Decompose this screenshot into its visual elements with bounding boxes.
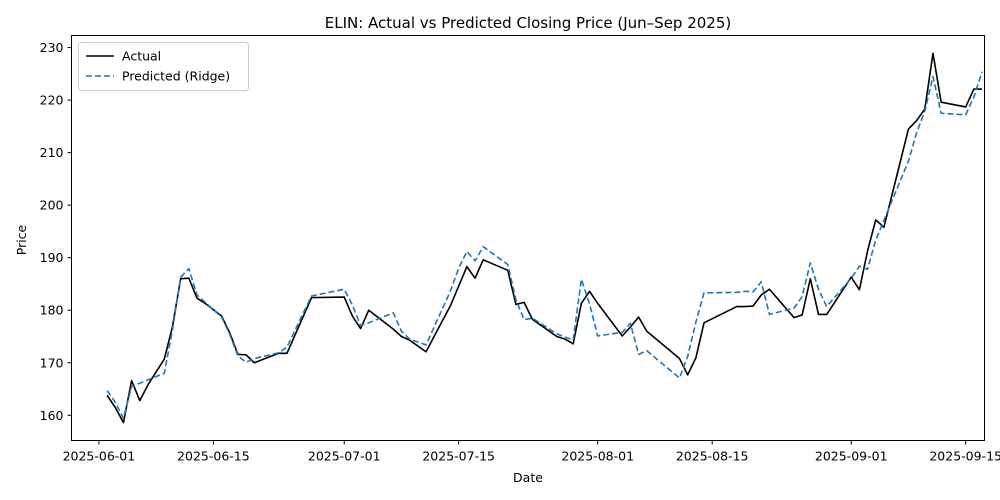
y-axis-label: Price (14, 224, 29, 255)
x-axis: 2025-06-01 2025-06-15 2025-07-01 2025-07-15… (63, 440, 1000, 464)
series-line-predicted (106, 71, 983, 420)
x-tick-label: 2025-07-15 (422, 449, 495, 464)
y-tick-label: 190 (40, 250, 64, 265)
legend-box (78, 42, 249, 91)
x-tick-label: 2025-08-15 (676, 449, 749, 464)
legend-label-predicted: Predicted (Ridge) (122, 69, 230, 84)
legend-label-actual: Actual (122, 49, 161, 64)
x-tick-label: 2025-09-15 (929, 449, 1000, 464)
chart-title: ELIN: Actual vs Predicted Closing Price … (325, 14, 732, 32)
x-tick-label: 2025-06-01 (63, 449, 136, 464)
x-tick-label: 2025-08-01 (561, 449, 634, 464)
y-tick-label: 220 (40, 93, 64, 108)
x-axis-label: Date (513, 470, 543, 485)
axes-frame (71, 35, 985, 441)
y-tick-label: 230 (40, 40, 64, 55)
y-tick-label: 200 (40, 198, 64, 213)
y-tick-label: 170 (40, 355, 64, 370)
x-tick-label: 2025-09-01 (815, 449, 888, 464)
x-tick-label: 2025-06-15 (177, 449, 250, 464)
x-tick-label: 2025-07-01 (308, 449, 381, 464)
y-axis: 160 170 180 190 200 210 220 230 (40, 40, 72, 423)
legend: Actual Predicted (Ridge) (78, 42, 249, 91)
y-tick-label: 180 (40, 303, 64, 318)
y-tick-label: 210 (40, 145, 64, 160)
y-tick-label: 160 (40, 408, 64, 423)
plot-area (106, 52, 983, 424)
